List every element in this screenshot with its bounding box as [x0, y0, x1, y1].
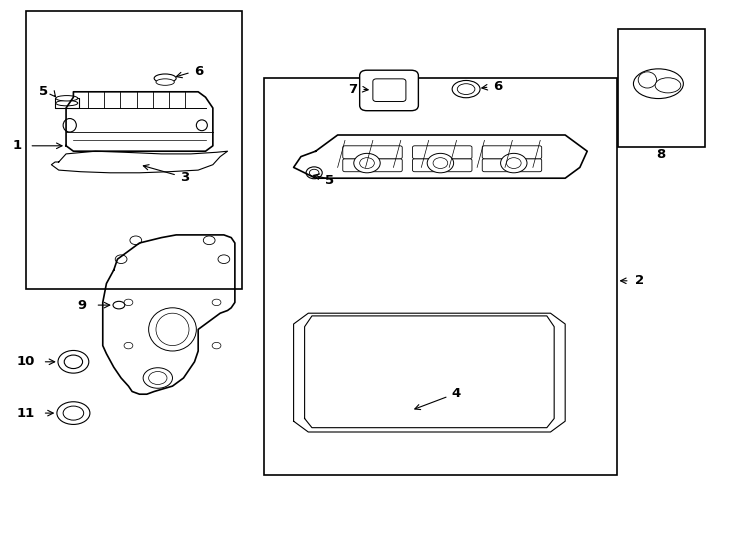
Ellipse shape [63, 118, 76, 132]
Text: 9: 9 [78, 299, 87, 312]
Ellipse shape [306, 167, 322, 179]
Circle shape [124, 299, 133, 306]
Ellipse shape [56, 96, 78, 101]
Circle shape [212, 299, 221, 306]
Bar [26, 11, 242, 289]
Text: 3: 3 [143, 165, 189, 184]
Ellipse shape [58, 350, 89, 373]
Text: 8: 8 [657, 148, 666, 161]
Circle shape [203, 236, 215, 245]
Circle shape [501, 153, 527, 173]
Circle shape [218, 255, 230, 264]
Ellipse shape [63, 406, 84, 420]
Circle shape [506, 158, 521, 168]
Text: 5: 5 [325, 174, 334, 187]
Ellipse shape [113, 301, 125, 309]
Ellipse shape [633, 69, 683, 98]
Bar [264, 78, 617, 475]
Text: 10: 10 [17, 355, 35, 368]
Circle shape [354, 153, 380, 173]
Text: 1: 1 [13, 139, 22, 152]
Text: 6: 6 [195, 65, 204, 78]
FancyBboxPatch shape [343, 146, 402, 159]
Ellipse shape [148, 308, 196, 351]
FancyBboxPatch shape [360, 70, 418, 111]
Ellipse shape [639, 72, 656, 88]
Ellipse shape [156, 79, 175, 85]
Bar [618, 29, 705, 147]
Circle shape [433, 158, 448, 168]
Ellipse shape [655, 78, 681, 93]
Ellipse shape [457, 84, 475, 94]
Bar [55, 98, 79, 108]
Ellipse shape [143, 368, 172, 388]
Text: 11: 11 [17, 407, 35, 420]
Ellipse shape [65, 355, 82, 368]
FancyBboxPatch shape [413, 146, 472, 159]
Text: 7: 7 [349, 83, 357, 96]
Circle shape [130, 236, 142, 245]
Ellipse shape [56, 100, 78, 106]
Text: 2: 2 [635, 274, 644, 287]
Circle shape [115, 255, 127, 264]
Ellipse shape [309, 169, 319, 176]
FancyBboxPatch shape [373, 79, 406, 102]
FancyBboxPatch shape [482, 159, 542, 172]
Text: 5: 5 [39, 85, 48, 98]
Text: 6: 6 [493, 80, 503, 93]
Circle shape [427, 153, 454, 173]
Ellipse shape [452, 80, 480, 98]
Ellipse shape [154, 74, 176, 83]
Circle shape [212, 342, 221, 349]
FancyBboxPatch shape [343, 159, 402, 172]
Ellipse shape [148, 372, 167, 384]
FancyBboxPatch shape [413, 159, 472, 172]
FancyBboxPatch shape [482, 146, 542, 159]
Ellipse shape [57, 402, 90, 424]
Circle shape [360, 158, 374, 168]
Ellipse shape [197, 120, 208, 131]
Text: 4: 4 [415, 387, 461, 409]
Ellipse shape [156, 313, 189, 346]
Circle shape [124, 342, 133, 349]
